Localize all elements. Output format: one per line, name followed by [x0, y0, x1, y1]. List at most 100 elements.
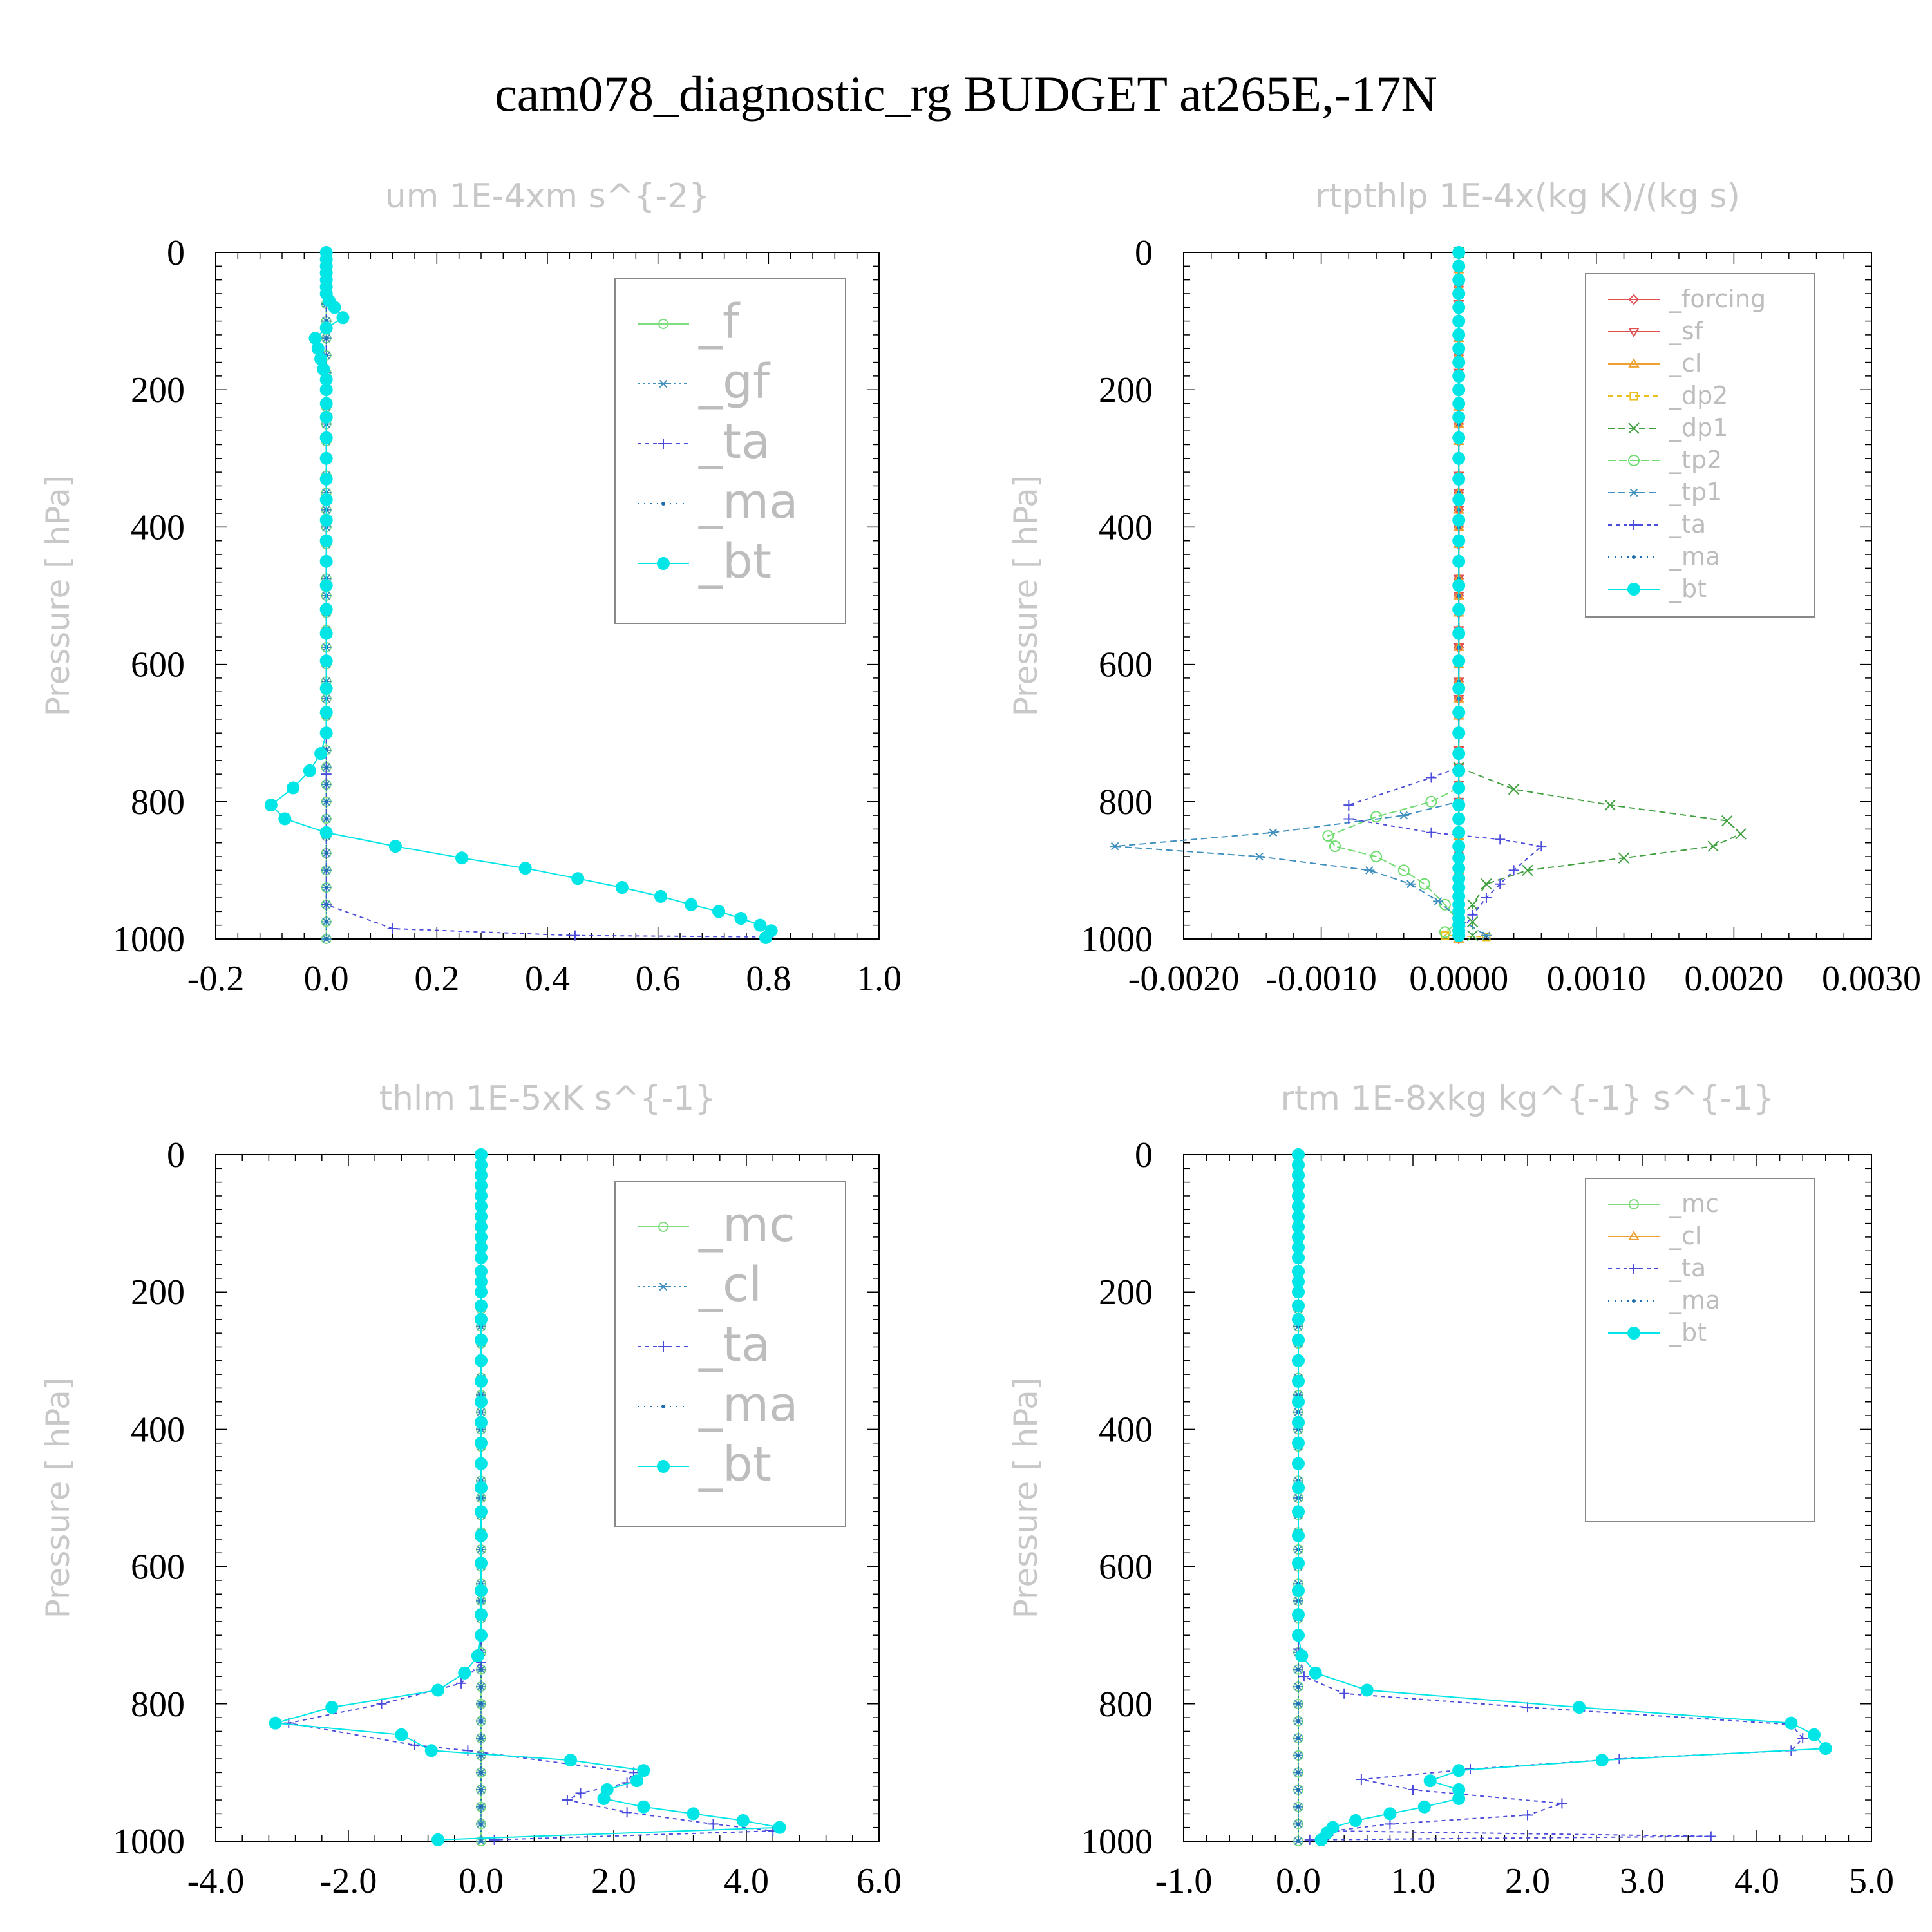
data-point: [1467, 909, 1478, 920]
legend: _mc _cl _ta _ma _bt: [1585, 1178, 1815, 1522]
data-point: [319, 397, 333, 410]
data-point: [456, 1678, 467, 1689]
data-point: [479, 1701, 483, 1706]
data-point: [1439, 898, 1451, 911]
data-point: [1735, 828, 1747, 840]
series-bt: [1452, 246, 1466, 942]
data-point: [1557, 1798, 1567, 1809]
y-axis-label: Pressure [ hPa]: [39, 1378, 77, 1619]
data-point: [1452, 355, 1466, 369]
data-point: [1466, 898, 1479, 911]
data-point: [1254, 852, 1265, 861]
data-point: [319, 493, 333, 506]
data-point: [1292, 1436, 1305, 1450]
legend-box: [614, 278, 846, 624]
data-point: [319, 472, 333, 486]
data-point: [1452, 799, 1466, 812]
data-point: [1452, 260, 1466, 273]
panels: um 1E-4xm s^{-2} Pressure [ hPa] -0.2 0.0 0.…: [39, 177, 1921, 1901]
legend-label: _bt: [1669, 574, 1707, 603]
data-point: [1408, 1785, 1418, 1795]
data-point: [1452, 554, 1466, 568]
data-point: [1292, 1285, 1305, 1299]
series-line: [1298, 1155, 1804, 1841]
legend-marker: [1629, 1199, 1639, 1209]
legend-label: _sf: [1669, 317, 1704, 345]
data-point: [479, 1822, 483, 1826]
data-point: [1452, 747, 1466, 761]
data-point: [1785, 1716, 1798, 1730]
x-tick-label: 6.0: [857, 1861, 902, 1901]
data-point: [475, 1333, 488, 1347]
panel-title: rtm 1E-8xkg kg^{-1} s^{-1}: [1280, 1079, 1774, 1118]
x-tick-label: 2.0: [1505, 1861, 1550, 1901]
x-tick-label: 2.0: [591, 1861, 636, 1901]
data-point: [1452, 726, 1466, 740]
data-point: [1292, 1312, 1305, 1326]
data-point: [1508, 783, 1520, 795]
data-point: [1452, 534, 1466, 547]
data-point: [1418, 878, 1430, 890]
x-tick-label: 0.4: [525, 959, 570, 999]
data-point: [1452, 301, 1466, 314]
data-point: [1452, 513, 1466, 527]
data-point: [1397, 864, 1410, 876]
legend-box: [614, 1181, 846, 1527]
data-point: [1452, 273, 1466, 287]
series-line: [1327, 252, 1460, 933]
data-point: [1481, 878, 1492, 890]
legend-marker: [1627, 1327, 1640, 1340]
data-point: [1292, 1251, 1305, 1264]
legend-label: _bt: [698, 534, 772, 589]
data-point: [1296, 1685, 1300, 1689]
y-tick-label: 1000: [113, 920, 185, 960]
data-point: [630, 1774, 644, 1788]
legend-marker: [1628, 422, 1640, 434]
data-point: [637, 1764, 650, 1777]
data-point: [1339, 1688, 1350, 1699]
data-point: [479, 1719, 483, 1723]
data-point: [455, 851, 468, 865]
data-point: [475, 1557, 488, 1570]
data-point: [1452, 1764, 1466, 1777]
data-point: [458, 1666, 471, 1680]
data-point: [1292, 1354, 1305, 1367]
data-point: [1707, 840, 1719, 852]
data-point: [475, 1505, 488, 1519]
data-point: [1343, 800, 1354, 811]
data-point: [475, 1299, 488, 1312]
legend: _f_gf_ta_ma_bt: [614, 278, 846, 624]
legend-label: _cl: [1669, 1222, 1701, 1250]
y-tick-label: 1000: [113, 1822, 185, 1862]
legend-label: _ta: [698, 1317, 770, 1372]
legend-label: _cl: [1669, 349, 1701, 377]
data-point: [1481, 893, 1492, 904]
data-point: [1452, 410, 1466, 424]
data-point: [569, 930, 580, 941]
data-point: [1292, 1395, 1305, 1408]
data-point: [303, 764, 316, 777]
series-line: [1348, 252, 1543, 936]
data-point: [1292, 1333, 1305, 1347]
data-point: [1466, 916, 1479, 928]
data-point: [479, 1667, 483, 1672]
data-point: [1292, 1416, 1305, 1429]
y-tick-label: 0: [1135, 1135, 1153, 1175]
data-point: [475, 1457, 488, 1470]
data-point: [1452, 472, 1466, 486]
data-point: [1452, 764, 1466, 777]
legend-label: _ta: [1669, 1254, 1706, 1282]
legend-marker: [1627, 583, 1640, 596]
data-point: [395, 1728, 408, 1741]
chart-panel-3: thlm 1E-5xK s^{-1} Pressure [ hPa] -4.0 -2.…: [39, 1079, 902, 1901]
data-point: [562, 1795, 573, 1806]
data-point: [1452, 451, 1466, 465]
data-point: [475, 1354, 488, 1367]
data-point: [1349, 1814, 1362, 1828]
x-tick-label: 3.0: [1620, 1861, 1665, 1901]
series-line: [1443, 252, 1486, 938]
data-point: [1452, 314, 1466, 328]
y-tick-label: 600: [131, 1548, 185, 1587]
legend-marker: [657, 557, 670, 570]
y-tick-label: 200: [1099, 370, 1153, 410]
